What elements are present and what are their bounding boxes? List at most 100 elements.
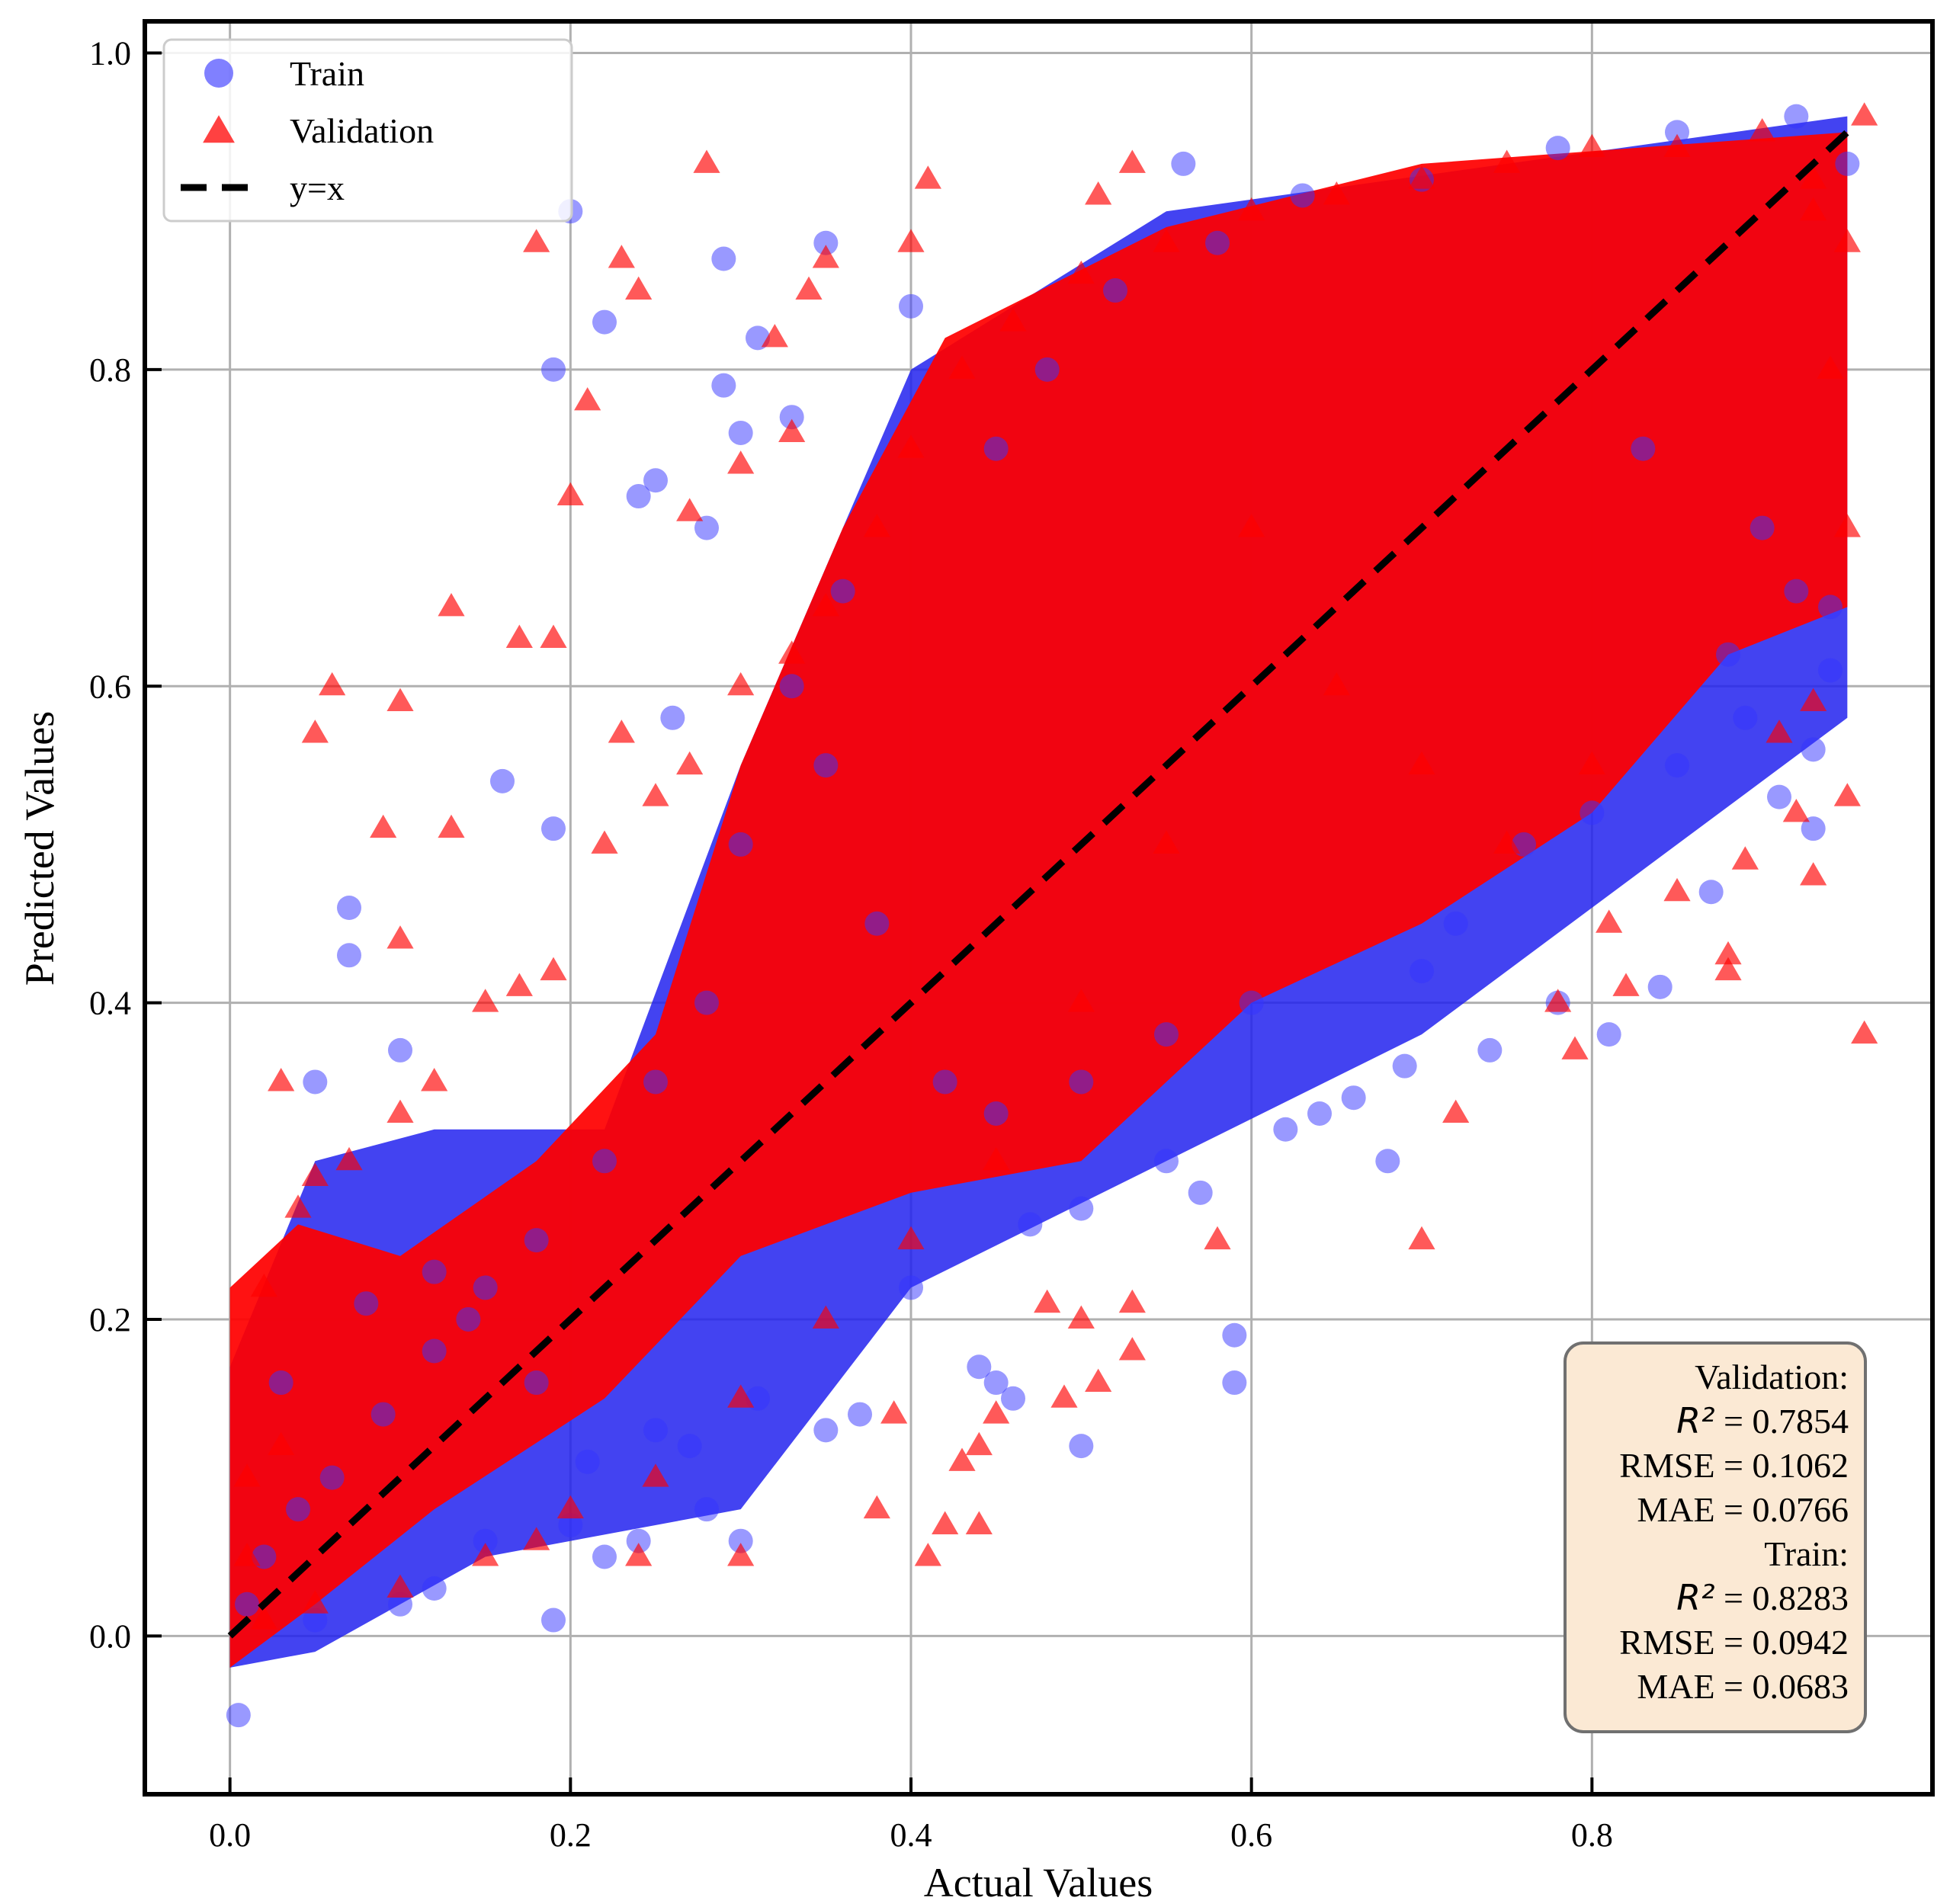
validation-point bbox=[1578, 133, 1605, 158]
validation-point bbox=[1766, 720, 1793, 743]
validation-point bbox=[386, 688, 414, 712]
stats-box: Validation: R² = 0.7854 RMSE = 0.1062 MAE =… bbox=[1564, 1341, 1867, 1733]
train-point bbox=[1665, 120, 1689, 145]
validation-point bbox=[1442, 1099, 1470, 1123]
train-point bbox=[226, 1703, 251, 1728]
stats-line: R² = 0.7854 bbox=[1676, 1400, 1849, 1441]
train-point bbox=[1069, 1196, 1094, 1221]
train-point bbox=[1154, 1022, 1179, 1047]
train-point bbox=[1665, 753, 1689, 778]
validation-point bbox=[1118, 149, 1146, 173]
validation-point bbox=[965, 1431, 993, 1456]
legend-validation-marker bbox=[203, 115, 235, 143]
train-point bbox=[1103, 278, 1127, 303]
validation-point bbox=[301, 720, 329, 743]
train-point bbox=[728, 832, 753, 857]
train-point bbox=[779, 674, 804, 699]
train-point bbox=[1477, 1037, 1503, 1063]
train-point bbox=[592, 309, 617, 335]
validation-point bbox=[932, 1511, 959, 1534]
validation-point bbox=[1749, 117, 1776, 142]
validation-point bbox=[540, 957, 567, 981]
validation-point bbox=[250, 1274, 277, 1297]
train-point bbox=[1631, 436, 1656, 461]
validation-point bbox=[897, 229, 925, 252]
y-tick-label: 0.2 bbox=[89, 1301, 131, 1338]
validation-point bbox=[1714, 941, 1742, 965]
train-point bbox=[1410, 959, 1434, 984]
validation-point bbox=[1714, 957, 1742, 981]
validation-point bbox=[472, 989, 499, 1012]
validation-point bbox=[233, 1543, 261, 1566]
validation-point bbox=[1204, 1226, 1231, 1250]
train-point bbox=[1018, 1212, 1043, 1237]
validation-point bbox=[676, 498, 704, 521]
train-point bbox=[524, 1370, 549, 1396]
train-point bbox=[932, 1069, 957, 1095]
validation-point bbox=[1544, 989, 1572, 1012]
train-point bbox=[592, 1544, 617, 1569]
validation-point bbox=[1800, 688, 1827, 712]
validation-point bbox=[1578, 751, 1605, 775]
train-point bbox=[286, 1497, 310, 1522]
validation-point bbox=[301, 1162, 329, 1187]
validation-point bbox=[948, 1447, 976, 1471]
validation-point bbox=[301, 1590, 329, 1614]
validation-point bbox=[914, 165, 941, 189]
validation-point bbox=[880, 1400, 908, 1424]
validation-point bbox=[948, 355, 976, 379]
train-point bbox=[660, 705, 685, 730]
validation-point bbox=[1782, 798, 1810, 822]
validation-point bbox=[284, 1194, 312, 1218]
train-point bbox=[899, 293, 923, 319]
train-point bbox=[967, 1354, 992, 1380]
validation-point bbox=[897, 434, 925, 458]
train-point bbox=[1750, 515, 1775, 540]
validation-point bbox=[778, 418, 806, 442]
validation-point bbox=[1408, 165, 1435, 189]
train-point bbox=[490, 768, 515, 793]
train-point bbox=[1698, 880, 1724, 905]
stats-line: MAE = 0.0766 bbox=[1637, 1490, 1849, 1529]
validation-point bbox=[370, 814, 397, 838]
validation-point bbox=[1833, 229, 1861, 252]
train-point bbox=[626, 1528, 651, 1553]
plot-frame bbox=[143, 19, 1935, 1797]
train-point bbox=[1188, 1180, 1213, 1205]
validation-point bbox=[1034, 1289, 1061, 1313]
train-point bbox=[303, 1069, 328, 1095]
train-point bbox=[303, 1608, 328, 1633]
train-point bbox=[422, 1338, 447, 1364]
validation-point bbox=[386, 1574, 414, 1598]
train-point bbox=[1171, 151, 1196, 176]
validation-point bbox=[1596, 909, 1623, 933]
validation-point bbox=[1050, 1384, 1078, 1408]
validation-point bbox=[999, 308, 1027, 332]
train-point bbox=[1784, 579, 1809, 604]
validation-point bbox=[540, 624, 567, 648]
x-axis-title: Actual Values bbox=[924, 1860, 1153, 1904]
train-point bbox=[1375, 1149, 1400, 1174]
train-point bbox=[575, 1449, 600, 1474]
train-point bbox=[1392, 1053, 1417, 1079]
validation-point bbox=[727, 1543, 755, 1566]
validation-point bbox=[386, 925, 414, 949]
y-tick-label: 0.4 bbox=[89, 985, 131, 1022]
train-point bbox=[1239, 990, 1264, 1015]
validation-point bbox=[1663, 133, 1691, 158]
validation-point bbox=[1153, 229, 1180, 252]
x-tick-label: 0.0 bbox=[209, 1816, 251, 1854]
train-point bbox=[1818, 658, 1843, 683]
scatter-points bbox=[226, 102, 1878, 1728]
x-tick-label: 0.6 bbox=[1230, 1816, 1272, 1854]
train-point bbox=[643, 468, 668, 493]
train-point bbox=[728, 420, 753, 445]
validation-point bbox=[1663, 877, 1691, 902]
validation-point bbox=[1800, 165, 1827, 189]
x-tick-label: 0.4 bbox=[890, 1816, 932, 1854]
train-point bbox=[1222, 1370, 1247, 1396]
train-point bbox=[983, 1101, 1009, 1126]
y-tick-label: 0.0 bbox=[89, 1617, 131, 1655]
train-point bbox=[1801, 737, 1826, 762]
train-point bbox=[1205, 230, 1230, 255]
